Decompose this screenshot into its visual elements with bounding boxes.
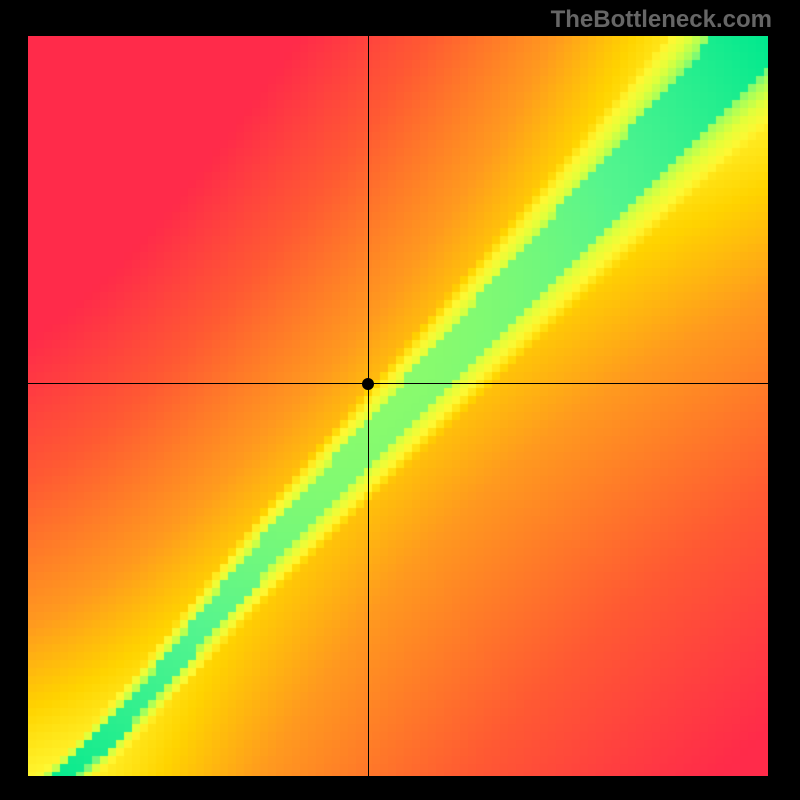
crosshair-horizontal: [28, 383, 768, 384]
crosshair-marker: [362, 378, 374, 390]
bottleneck-heatmap: [28, 36, 768, 776]
chart-container: { "watermark": { "text": "TheBottleneck.…: [0, 0, 800, 800]
crosshair-vertical: [368, 36, 369, 776]
watermark-text: TheBottleneck.com: [551, 6, 772, 34]
